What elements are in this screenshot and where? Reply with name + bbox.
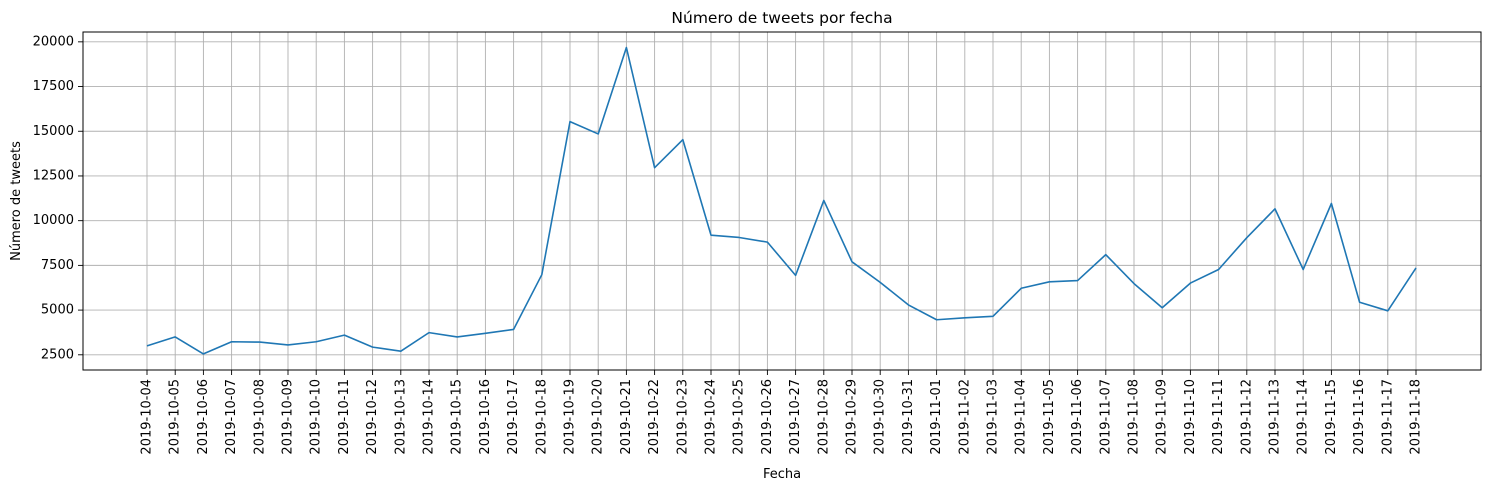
x-tick-label: 2019-10-25 <box>732 379 747 455</box>
grid <box>83 32 1481 370</box>
x-tick-label: 2019-11-05 <box>1042 379 1057 455</box>
x-tick-label: 2019-11-01 <box>929 379 944 455</box>
y-tick-label: 5000 <box>41 303 74 318</box>
x-tick-label: 2019-11-06 <box>1070 379 1085 455</box>
series-layer <box>146 46 1417 355</box>
x-tick-label: 2019-10-12 <box>365 379 380 455</box>
x-tick-label: 2019-11-18 <box>1409 379 1424 455</box>
x-tick-label: 2019-11-14 <box>1296 379 1311 455</box>
y-tick-label: 12500 <box>33 168 74 183</box>
x-axis-label: Fecha <box>763 467 801 482</box>
x-tick-label: 2019-10-08 <box>252 379 267 455</box>
x-tick-label: 2019-11-15 <box>1324 379 1339 455</box>
x-tick-label: 2019-10-28 <box>816 379 831 455</box>
x-tick-label: 2019-11-08 <box>1127 379 1142 455</box>
x-tick-label: 2019-11-09 <box>1155 379 1170 455</box>
x-tick-label: 2019-10-19 <box>563 379 578 455</box>
x-tick-label: 2019-10-17 <box>506 379 521 455</box>
x-tick-label: 2019-10-09 <box>281 379 296 455</box>
x-tick-label: 2019-10-07 <box>224 379 239 455</box>
x-tick-label: 2019-11-03 <box>986 379 1001 455</box>
x-tick-label: 2019-10-11 <box>337 379 352 455</box>
x-tick-label: 2019-10-31 <box>901 379 916 455</box>
x-tick-label: 2019-10-04 <box>140 379 155 455</box>
x-tick-label: 2019-10-27 <box>788 379 803 455</box>
y-tick-label: 20000 <box>33 34 74 49</box>
x-tick-label: 2019-10-15 <box>450 379 465 455</box>
x-tick-label: 2019-10-20 <box>591 379 606 455</box>
x-tick-label: 2019-10-05 <box>168 379 183 455</box>
x-tick-label: 2019-11-16 <box>1352 379 1367 455</box>
x-tick-label: 2019-11-12 <box>1239 379 1254 455</box>
x-tick-label: 2019-11-10 <box>1183 379 1198 455</box>
x-tick-label: 2019-10-22 <box>647 379 662 455</box>
series-line <box>146 46 1417 355</box>
y-tick-label: 15000 <box>33 124 74 139</box>
x-tick-label: 2019-10-13 <box>393 379 408 455</box>
x-tick-label: 2019-11-02 <box>957 379 972 455</box>
x-axis-ticks: 2019-10-04 2019-10-05 2019-10-06 2019-10-07… <box>140 370 1424 455</box>
y-axis-ticks: 2500 5000 7500 10000 12500 15000 17500 20000 <box>33 34 83 362</box>
x-tick-label: 2019-10-24 <box>704 379 719 455</box>
y-tick-label: 10000 <box>33 213 74 228</box>
axes-frame <box>82 31 1482 371</box>
x-tick-label: 2019-10-30 <box>873 379 888 455</box>
x-tick-label: 2019-10-29 <box>845 379 860 455</box>
x-tick-label: 2019-11-13 <box>1268 379 1283 455</box>
y-axis-label: Número de tweets <box>9 141 24 261</box>
x-tick-label: 2019-11-07 <box>1098 379 1113 455</box>
y-tick-label: 2500 <box>41 347 74 362</box>
x-tick-label: 2019-10-14 <box>422 379 437 455</box>
x-tick-label: 2019-10-18 <box>534 379 549 455</box>
x-tick-label: 2019-10-16 <box>478 379 493 455</box>
x-tick-label: 2019-11-11 <box>1211 379 1226 455</box>
x-tick-label: 2019-10-21 <box>619 379 634 455</box>
y-tick-label: 7500 <box>41 258 74 273</box>
y-tick-label: 17500 <box>33 79 74 94</box>
x-tick-label: 2019-10-10 <box>309 379 324 455</box>
chart-title: Número de tweets por fecha <box>671 9 892 27</box>
x-tick-label: 2019-10-06 <box>196 379 211 455</box>
x-tick-label: 2019-11-17 <box>1380 379 1395 455</box>
x-tick-label: 2019-10-26 <box>760 379 775 455</box>
plot-frame <box>82 31 1482 371</box>
x-tick-label: 2019-10-23 <box>675 379 690 455</box>
x-tick-label: 2019-11-04 <box>1014 379 1029 455</box>
